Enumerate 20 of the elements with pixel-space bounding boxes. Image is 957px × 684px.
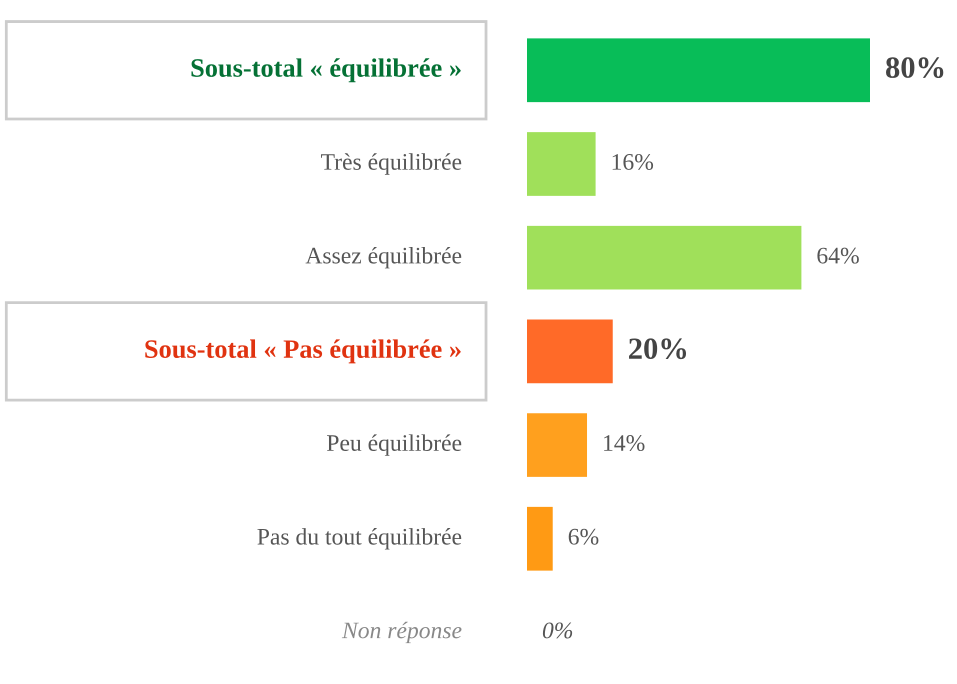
bar — [527, 320, 613, 384]
y-tick-label: Assez équilibrée — [306, 246, 462, 268]
bar — [527, 38, 870, 102]
y-tick-label: Sous-total « équilibrée » — [191, 58, 461, 82]
data-label: 0% — [542, 622, 572, 638]
bar — [527, 506, 553, 571]
y-tick-label: Sous-total « Pas équilibrée » — [145, 339, 461, 364]
data-label: 6% — [568, 528, 598, 545]
data-label: 20% — [629, 338, 686, 360]
data-label: 14% — [604, 435, 645, 452]
y-tick-label: Pas du tout équilibrée — [257, 528, 462, 550]
data-label: 16% — [612, 154, 654, 170]
y-tick-label: Non réponse — [342, 622, 462, 644]
bar — [527, 413, 588, 477]
bar — [527, 226, 802, 290]
data-label: 80% — [886, 57, 944, 78]
y-tick-label: Très équilibrée — [321, 153, 462, 175]
bar — [527, 132, 596, 196]
y-tick-label: Peu équilibrée — [326, 434, 462, 456]
data-label: 64% — [817, 248, 859, 264]
